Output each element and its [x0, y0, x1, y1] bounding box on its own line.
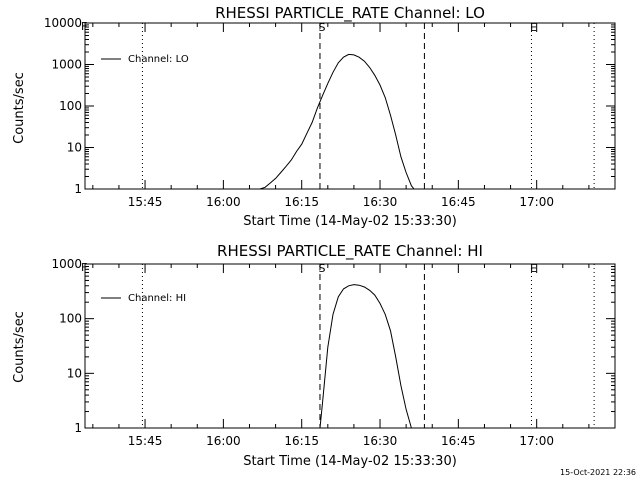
y-tick-label-lo: 10000: [44, 16, 82, 30]
corner-label-lo: F: [81, 20, 87, 33]
y-tick-label-lo: 100: [59, 99, 82, 113]
series-line-lo: [259, 53, 415, 190]
x-tick-label-lo: 16:15: [284, 195, 319, 209]
x-tick-label-hi: 16:15: [284, 434, 319, 448]
marker-label-hi: S: [318, 262, 325, 275]
y-tick-label-hi: 1000: [51, 257, 82, 271]
marker-label-lo: E: [530, 21, 537, 34]
legend-label-lo: Channel: LO: [128, 54, 189, 65]
y-tick-label-hi: 1: [74, 421, 82, 435]
x-tick-label-lo: 15:45: [128, 195, 163, 209]
panel-hi: RHESSI PARTICLE_RATE Channel: HI Start T…: [12, 242, 616, 469]
plot-frame-lo: [84, 22, 616, 190]
y-axis-label-hi: Counts/sec: [12, 311, 27, 383]
x-tick-label-hi: 16:45: [441, 434, 476, 448]
x-tick-label-lo: 16:30: [363, 195, 398, 209]
marker-label-hi: E: [530, 262, 537, 275]
chart-title-hi: RHESSI PARTICLE_RATE Channel: HI: [217, 242, 483, 261]
panel-lo: RHESSI PARTICLE_RATE Channel: LO Start T…: [12, 4, 616, 229]
x-tick-label-lo: 16:00: [206, 195, 241, 209]
x-tick-label-hi: 16:30: [363, 434, 398, 448]
series-line-hi: [319, 284, 412, 429]
chart-title-lo: RHESSI PARTICLE_RATE Channel: LO: [215, 4, 485, 23]
x-tick-label-lo: 17:00: [519, 195, 554, 209]
y-tick-label-lo: 1000: [51, 58, 82, 72]
y-tick-label-hi: 10: [67, 366, 82, 380]
x-tick-label-lo: 16:45: [441, 195, 476, 209]
y-axis-label-lo: Counts/sec: [12, 72, 27, 144]
footer-timestamp: 15-Oct-2021 22:36: [560, 468, 636, 477]
x-tick-label-hi: 17:00: [519, 434, 554, 448]
x-tick-label-hi: 16:00: [206, 434, 241, 448]
legend-label-hi: Channel: HI: [128, 293, 186, 304]
x-tick-label-hi: 15:45: [128, 434, 163, 448]
y-tick-label-hi: 100: [59, 312, 82, 326]
y-tick-label-lo: 1: [74, 182, 82, 196]
plot-frame-hi: [84, 263, 616, 429]
x-axis-label-lo: Start Time (14-May-02 15:33:30): [243, 214, 457, 229]
y-tick-label-lo: 10: [67, 141, 82, 155]
marker-label-lo: S: [318, 21, 325, 34]
corner-label-hi: F: [81, 261, 87, 274]
x-axis-label-hi: Start Time (14-May-02 15:33:30): [243, 454, 457, 469]
